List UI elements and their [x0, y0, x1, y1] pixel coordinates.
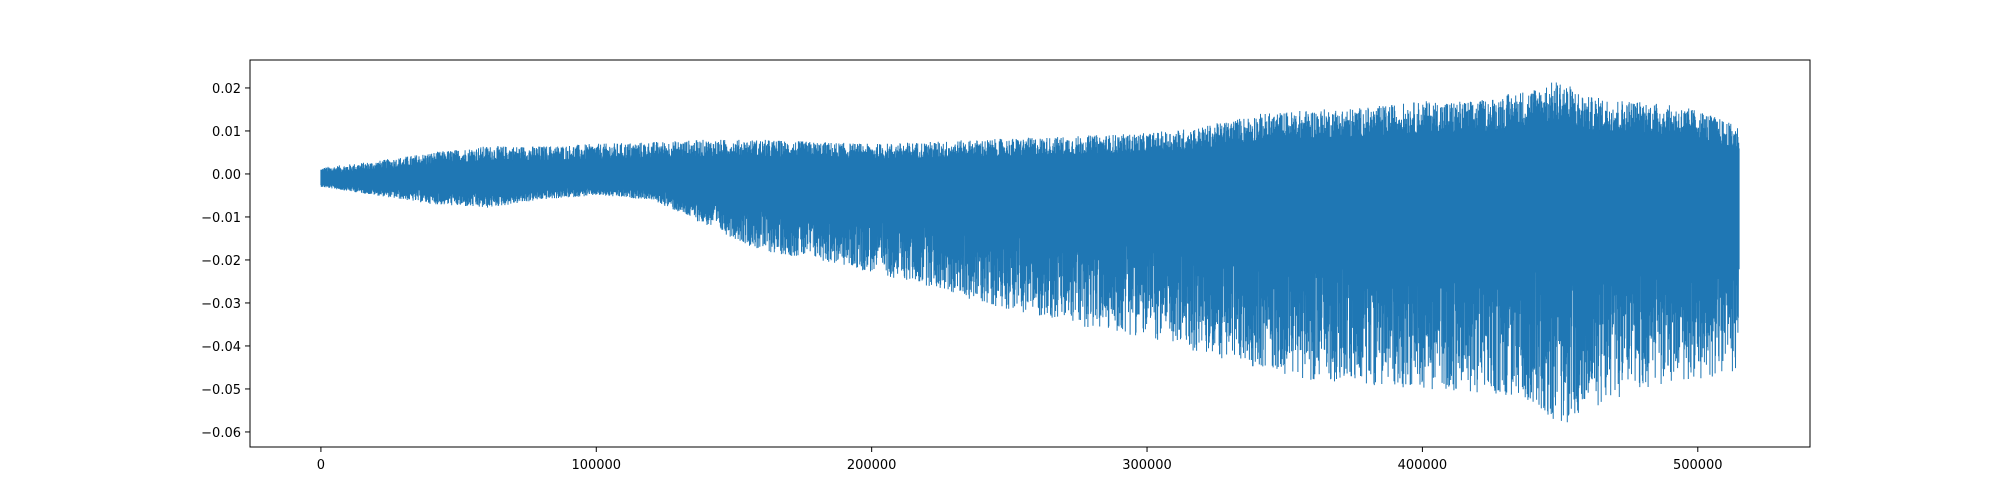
plot-area	[320, 82, 1740, 423]
y-tick-label: −0.03	[201, 297, 241, 312]
x-tick-label: 400000	[1398, 458, 1448, 473]
series-0	[320, 82, 1740, 423]
y-tick-label: 0.02	[212, 82, 241, 97]
y-tick-label: −0.05	[201, 383, 241, 398]
series-line	[320, 82, 1740, 423]
y-tick-label: −0.01	[201, 211, 241, 226]
y-tick-label: 0.00	[212, 168, 241, 183]
plot-frame	[249, 59, 1811, 448]
x-tick-label: 300000	[1122, 458, 1172, 473]
axes: 0 100000 200000 300000 400000 500000 0.02 0.01 0…	[201, 59, 1811, 473]
y-tick-label: −0.02	[201, 254, 241, 269]
y-tick-label: −0.06	[201, 426, 241, 441]
y-tick-label: 0.01	[212, 125, 241, 140]
x-tick-label: 100000	[571, 458, 621, 473]
x-tick-label: 0	[317, 458, 325, 473]
y-tick-label: −0.04	[201, 340, 241, 355]
x-tick-label: 500000	[1673, 458, 1723, 473]
x-tick-label: 200000	[847, 458, 897, 473]
